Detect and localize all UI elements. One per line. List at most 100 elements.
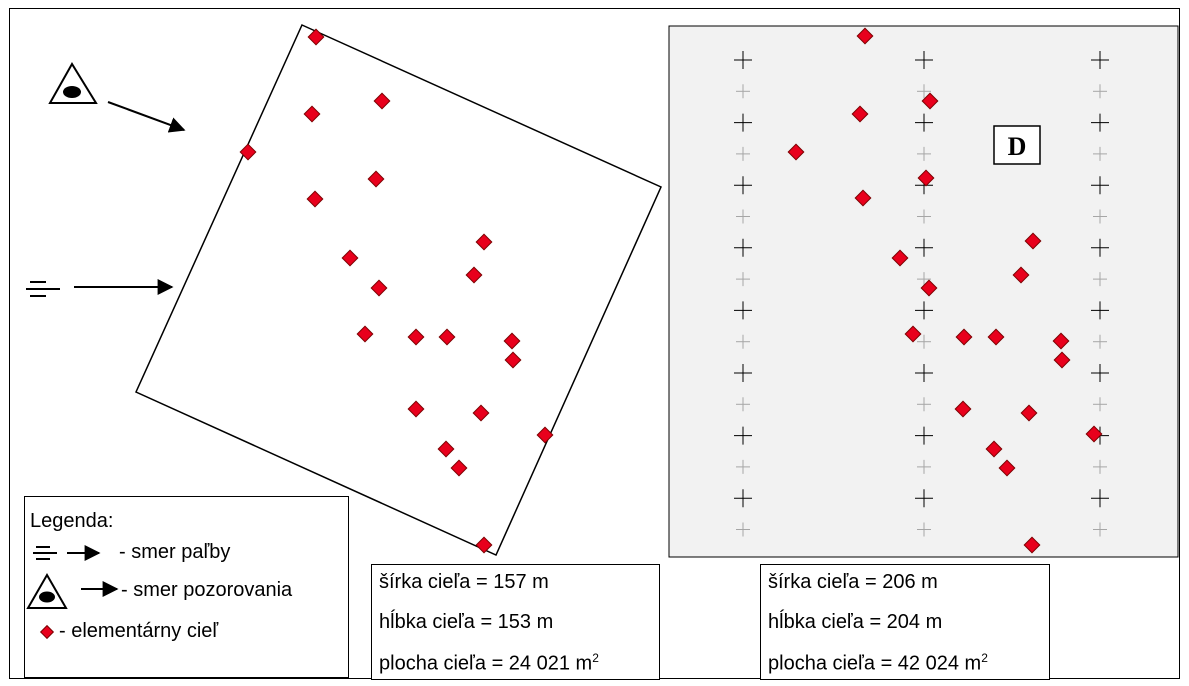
elementary-target-marker [407, 400, 425, 418]
grid-cross-minor [736, 459, 750, 474]
grid-cross-major [915, 301, 933, 320]
right-target-info: šírka cieľa = 206 m hĺbka cieľa = 204 m … [760, 564, 1050, 680]
elementary-target-marker [917, 169, 935, 187]
grid-cross-major [734, 238, 752, 257]
grid-cross-major [1091, 489, 1109, 508]
grid-cross-major [1091, 113, 1109, 132]
grid-cross-major [915, 113, 933, 132]
target-label: D [1008, 132, 1027, 161]
elementary-target-marker [437, 440, 455, 458]
elementary-target-marker [985, 440, 1003, 458]
grid-cross-minor [917, 146, 931, 161]
elementary-target-marker [1020, 404, 1038, 422]
grid-cross-major [734, 301, 752, 320]
elementary-target-marker [356, 325, 374, 343]
legend-target-diamond-icon [39, 624, 55, 640]
grid-cross-minor [1093, 146, 1107, 161]
grid-cross-minor [917, 272, 931, 287]
elementary-target-marker [239, 143, 257, 161]
elementary-target-marker [341, 249, 359, 267]
left-depth-text: hĺbka cieľa = 153 m [379, 611, 554, 633]
grid-cross-major [915, 51, 933, 69]
legend-fire-direction-icon [33, 546, 57, 560]
elementary-target-marker [373, 92, 391, 110]
grid-cross-minor [736, 522, 750, 537]
grid-cross-minor [736, 84, 750, 99]
left-target-markers [239, 28, 554, 554]
elementary-target-marker [303, 105, 321, 123]
left-target-info: šírka cieľa = 157 m hĺbka cieľa = 153 m … [371, 564, 660, 680]
grid-cross-minor [1093, 397, 1107, 412]
elementary-target-marker [475, 536, 493, 554]
grid-cross-major [915, 364, 933, 382]
right-area-text: plocha cieľa = 42 024 m2 [768, 651, 988, 675]
grid-cross-minor [1093, 272, 1107, 287]
grid-cross-major [1091, 364, 1109, 382]
right-width-text: šírka cieľa = 206 m [768, 571, 938, 593]
grid-cross-minor [917, 459, 931, 474]
grid-cross-minor [736, 146, 750, 161]
grid-cross-minor [1093, 84, 1107, 99]
elementary-target-marker [921, 92, 939, 110]
elementary-target-marker [367, 170, 385, 188]
grid-cross-major [734, 176, 752, 195]
grid-cross-minor [917, 84, 931, 99]
legend: Legenda: - smer paľby - smer pozorovania… [24, 496, 349, 678]
elementary-target-marker [475, 233, 493, 251]
elementary-target-marker [1053, 351, 1071, 369]
elementary-target-marker [465, 266, 483, 284]
observation-direction-arrow [107, 101, 186, 133]
left-width-text: šírka cieľa = 157 m [379, 571, 549, 593]
right-target-area [668, 25, 1179, 558]
right-target-markers [787, 27, 1103, 554]
grid-cross-minor [917, 522, 931, 537]
grid-cross-minor [1093, 459, 1107, 474]
elementary-target-marker [987, 328, 1005, 346]
elementary-target-marker [1024, 232, 1042, 250]
grid-cross-major [734, 51, 752, 69]
grid-cross-minor [917, 334, 931, 349]
elementary-target-marker [920, 279, 938, 297]
elementary-target-marker [787, 143, 805, 161]
grid-cross-major [1091, 176, 1109, 195]
elementary-target-marker [370, 279, 388, 297]
elementary-target-marker [536, 426, 554, 444]
grid-cross-major [734, 113, 752, 132]
elementary-target-marker [307, 28, 325, 46]
grid-cross-minor [736, 209, 750, 224]
elementary-target-marker [504, 351, 522, 369]
elementary-target-marker [472, 404, 490, 422]
grid-cross-minor [736, 334, 750, 349]
legend-title: Legenda: [30, 510, 114, 532]
grid-cross-minor [1093, 334, 1107, 349]
elementary-target-marker [1085, 425, 1103, 443]
grid-cross-major [734, 364, 752, 382]
elementary-target-marker [450, 459, 468, 477]
grid-cross-minor [1093, 522, 1107, 537]
fire-direction-icon [26, 281, 60, 297]
legend-target-label: - elementárny cieľ [59, 620, 219, 642]
grid-cross-major [915, 238, 933, 257]
legend-fire-direction-label: - smer paľby [119, 541, 231, 563]
elementary-target-marker [306, 190, 324, 208]
observer-eye-icon [48, 62, 98, 104]
legend-observer-eye-icon [26, 572, 68, 609]
grid-cross-major [915, 489, 933, 508]
elementary-target-marker [904, 325, 922, 343]
grid-cross-minor [1093, 209, 1107, 224]
grid-cross-minor [736, 272, 750, 287]
elementary-target-marker [1012, 266, 1030, 284]
grid-cross-major [734, 489, 752, 508]
right-depth-text: hĺbka cieľa = 204 m [768, 611, 943, 633]
grid-cross-major [734, 426, 752, 445]
elementary-target-marker [998, 459, 1016, 477]
elementary-target-marker [954, 400, 972, 418]
left-area-text: plocha cieľa = 24 021 m2 [379, 651, 599, 675]
grid-cross-minor [917, 397, 931, 412]
elementary-target-marker [438, 328, 456, 346]
elementary-target-marker [856, 27, 874, 45]
elementary-target-marker [854, 189, 872, 207]
elementary-target-marker [407, 328, 425, 346]
elementary-target-marker [503, 332, 521, 350]
